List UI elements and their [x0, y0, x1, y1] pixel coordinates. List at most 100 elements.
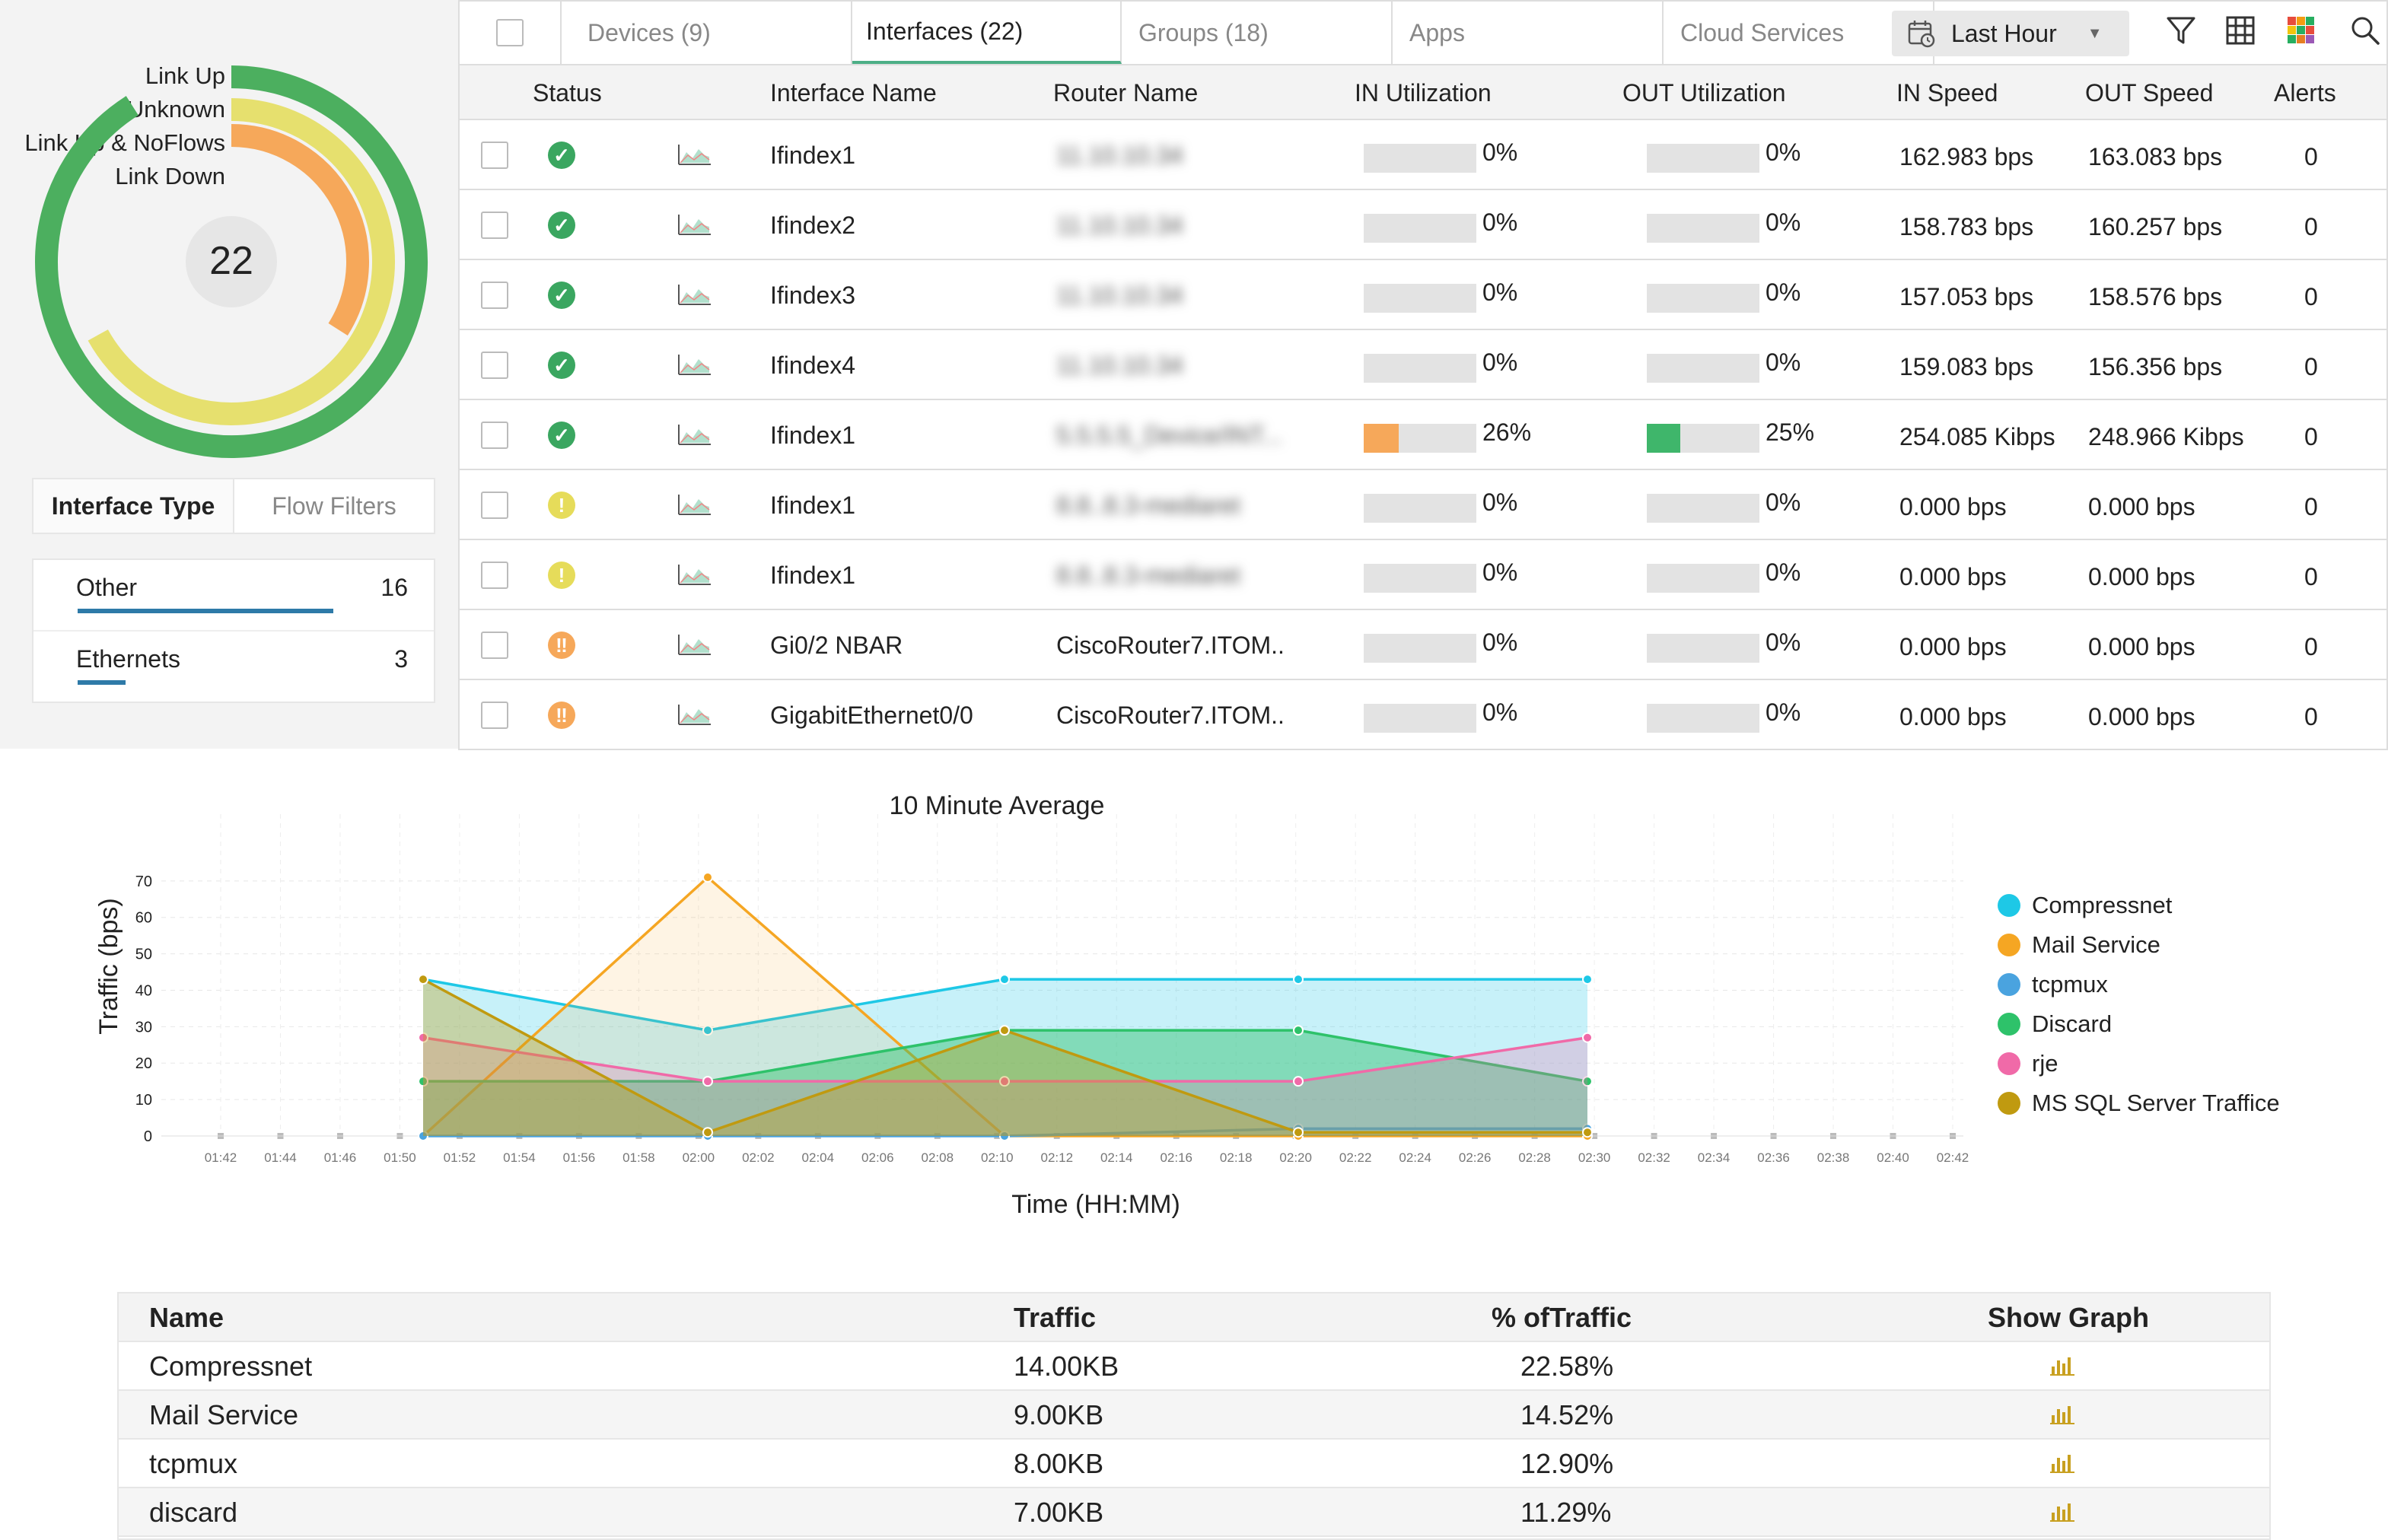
donut-ring-link-up[interactable] — [35, 65, 428, 458]
alerts-count[interactable]: 0 — [2304, 143, 2318, 170]
table-row[interactable]: ! Ifindex1 8.8..8.3-mediaret 0% 0% 0.000 bps 0… — [460, 540, 2386, 610]
tab-groups[interactable]: Groups (18) — [1122, 2, 1393, 64]
alerts-count[interactable]: 0 — [2304, 213, 2318, 240]
graph-icon[interactable] — [677, 633, 712, 660]
tab-interfaces[interactable]: Interfaces (22) — [852, 2, 1122, 64]
data-point[interactable] — [702, 1025, 713, 1036]
donut-ring-link-down[interactable] — [231, 124, 369, 336]
table-row[interactable]: ✓ Ifindex1 5.5.5.5_Device/INT... 26% 25% 254.… — [460, 400, 2386, 470]
type-item-ethernets[interactable]: Ethernets 3 — [33, 632, 434, 703]
router-name[interactable]: 11.10.10.34 — [1056, 142, 1183, 169]
col-alerts[interactable]: Alerts — [2274, 79, 2336, 107]
row-checkbox[interactable] — [481, 422, 508, 449]
col-out-speed[interactable]: OUT Speed — [2085, 79, 2214, 107]
data-point[interactable] — [418, 1131, 428, 1141]
select-all-checkbox[interactable] — [496, 19, 524, 46]
interface-name[interactable]: GigabitEthernet0/0 — [770, 702, 973, 729]
col-percent-traffic[interactable]: % ofTraffic — [1492, 1302, 1632, 1333]
status-donut-chart[interactable]: 22 — [27, 58, 438, 469]
type-item-other[interactable]: Other 16 — [33, 560, 434, 632]
table-row[interactable]: ✓ Ifindex1 11.10.10.34 0% 0% 162.983 bps 163.0… — [460, 120, 2386, 190]
data-point[interactable] — [999, 1076, 1010, 1087]
legend-marker[interactable] — [1998, 1052, 2020, 1075]
col-out-utilization[interactable]: OUT Utilization — [1622, 79, 1786, 107]
data-point[interactable] — [702, 1127, 713, 1138]
interface-name[interactable]: Ifindex4 — [770, 352, 856, 379]
row-checkbox[interactable] — [481, 702, 508, 729]
router-name[interactable]: 11.10.10.34 — [1056, 352, 1183, 379]
alerts-count[interactable]: 0 — [2304, 633, 2318, 660]
legend-marker[interactable] — [1998, 1092, 2020, 1115]
row-checkbox[interactable] — [481, 492, 508, 519]
data-point[interactable] — [1582, 974, 1593, 985]
legend-label[interactable]: tcpmux — [2032, 971, 2108, 998]
alerts-count[interactable]: 0 — [2304, 563, 2318, 590]
row-checkbox[interactable] — [481, 282, 508, 309]
router-name[interactable]: 11.10.10.34 — [1056, 212, 1183, 239]
tab-apps[interactable]: Apps — [1393, 2, 1664, 64]
data-point[interactable] — [702, 872, 713, 883]
graph-icon[interactable] — [677, 493, 712, 520]
data-point[interactable] — [418, 1076, 428, 1087]
data-point[interactable] — [999, 1131, 1010, 1141]
bar-chart-icon[interactable] — [2050, 1405, 2074, 1428]
col-name[interactable]: Name — [149, 1302, 224, 1333]
traffic-table-row[interactable]: discard 7.00KB 11.29% — [119, 1488, 2269, 1537]
tab-cloud-services[interactable]: Cloud Services — [1664, 2, 1934, 64]
bar-chart-icon[interactable] — [2050, 1502, 2074, 1526]
row-checkbox[interactable] — [481, 212, 508, 239]
tab-flow-filters[interactable]: Flow Filters — [272, 492, 396, 520]
interface-name[interactable]: Ifindex3 — [770, 282, 856, 309]
data-point[interactable] — [999, 1025, 1010, 1036]
graph-icon[interactable] — [677, 213, 712, 240]
interface-name[interactable]: Ifindex1 — [770, 562, 856, 589]
time-range-dropdown[interactable]: Last Hour ▼ — [1892, 11, 2129, 56]
legend-marker[interactable] — [1998, 894, 2020, 917]
table-row[interactable]: ✓ Ifindex2 11.10.10.34 0% 0% 158.783 bps 160.2… — [460, 190, 2386, 260]
router-name[interactable]: 8.8..8.3-mediaret — [1056, 492, 1240, 519]
alerts-count[interactable]: 0 — [2304, 353, 2318, 380]
graph-icon[interactable] — [677, 353, 712, 380]
search-icon[interactable] — [2350, 15, 2380, 46]
row-checkbox[interactable] — [481, 352, 508, 379]
row-checkbox[interactable] — [481, 632, 508, 659]
row-checkbox[interactable] — [481, 142, 508, 169]
interface-name[interactable]: Ifindex1 — [770, 422, 856, 449]
col-in-speed[interactable]: IN Speed — [1896, 79, 1998, 107]
heatmap-icon[interactable] — [2286, 15, 2316, 46]
legend-label[interactable]: Discard — [2032, 1010, 2112, 1037]
col-traffic[interactable]: Traffic — [1014, 1302, 1097, 1333]
interface-name[interactable]: Ifindex1 — [770, 142, 856, 169]
bar-chart-icon[interactable] — [2050, 1356, 2074, 1379]
col-status[interactable]: Status — [533, 79, 602, 107]
table-row[interactable]: ‼ GigabitEthernet0/0 CiscoRouter7.ITOM.. 0%… — [460, 680, 2386, 750]
graph-icon[interactable] — [677, 703, 712, 730]
graph-icon[interactable] — [677, 143, 712, 170]
alerts-count[interactable]: 0 — [2304, 493, 2318, 520]
data-point[interactable] — [1293, 1076, 1304, 1087]
traffic-table-row[interactable]: Mail Service 9.00KB 14.52% — [119, 1391, 2269, 1440]
alerts-count[interactable]: 0 — [2304, 423, 2318, 450]
bar-chart-icon[interactable] — [2050, 1453, 2074, 1477]
data-point[interactable] — [418, 1032, 428, 1043]
data-point[interactable] — [1582, 1127, 1593, 1138]
grid-view-icon[interactable] — [2225, 15, 2256, 46]
table-row[interactable]: ✓ Ifindex3 11.10.10.34 0% 0% 157.053 bps 158.5… — [460, 260, 2386, 330]
router-name[interactable]: 11.10.10.34 — [1056, 282, 1183, 309]
traffic-table-row[interactable]: Compressnet 14.00KB 22.58% — [119, 1342, 2269, 1391]
legend-label[interactable]: rje — [2032, 1050, 2058, 1077]
alerts-count[interactable]: 0 — [2304, 703, 2318, 730]
data-point[interactable] — [1293, 1025, 1304, 1036]
table-row[interactable]: ✓ Ifindex4 11.10.10.34 0% 0% 159.083 bps 156.3… — [460, 330, 2386, 400]
table-row[interactable]: ! Ifindex1 8.8..8.3-mediaret 0% 0% 0.000 bps 0… — [460, 470, 2386, 540]
row-checkbox[interactable] — [481, 562, 508, 589]
legend-label[interactable]: Compressnet — [2032, 892, 2173, 918]
legend-marker[interactable] — [1998, 934, 2020, 956]
legend-marker[interactable] — [1998, 1013, 2020, 1036]
traffic-table-row[interactable]: tcpmux 8.00KB 12.90% — [119, 1440, 2269, 1488]
legend-marker[interactable] — [1998, 973, 2020, 996]
interface-name[interactable]: Ifindex2 — [770, 212, 856, 239]
table-row[interactable]: ‼ Gi0/2 NBAR CiscoRouter7.ITOM.. 0% 0% 0.000 … — [460, 610, 2386, 680]
tab-devices[interactable]: Devices (9) — [562, 2, 852, 64]
col-router-name[interactable]: Router Name — [1053, 79, 1199, 107]
